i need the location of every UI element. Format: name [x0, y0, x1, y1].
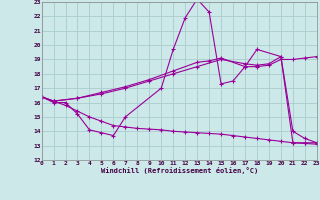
- X-axis label: Windchill (Refroidissement éolien,°C): Windchill (Refroidissement éolien,°C): [100, 167, 258, 174]
